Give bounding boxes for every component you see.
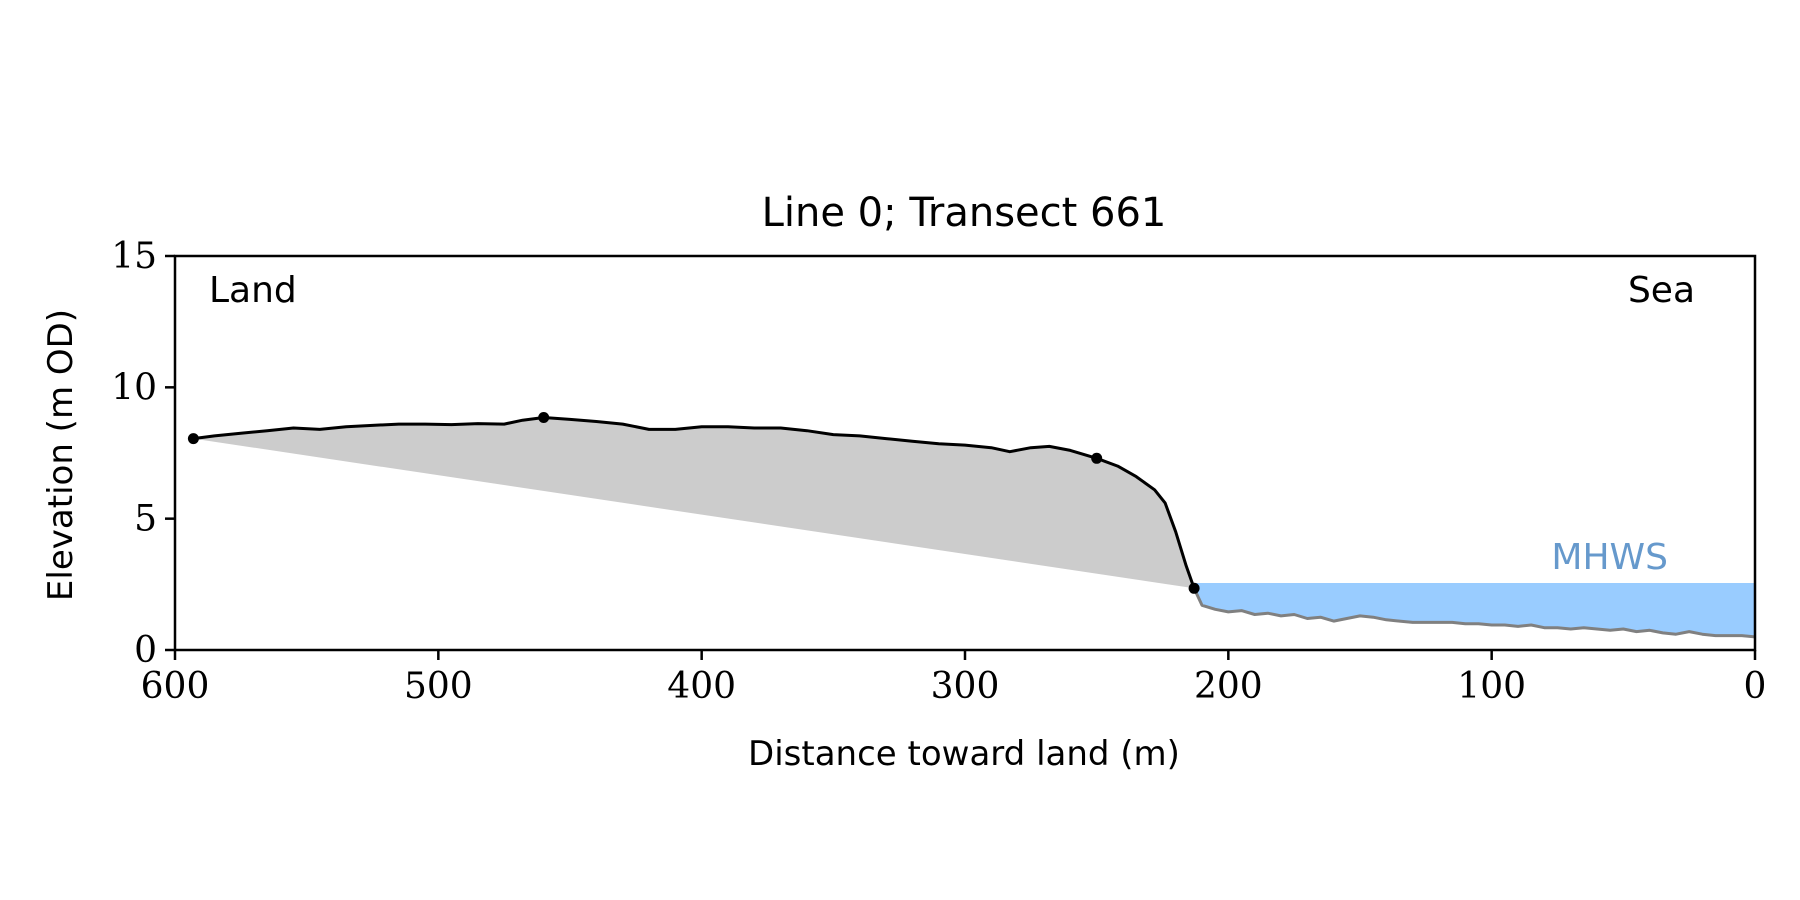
x-tick-label: 200 [1194, 666, 1263, 707]
x-tick-label: 600 [141, 666, 210, 707]
y-axis-label: Elevation (m OD) [41, 309, 81, 601]
plot-area: 600 500 400 300 200 100 0 0 5 10 15 Land Sea MHWS [111, 236, 1766, 707]
profile-marker [1091, 452, 1103, 464]
y-tick-label: 0 [134, 630, 157, 671]
sea-water-area [1194, 583, 1755, 637]
seabed-profile-line [1192, 587, 1756, 639]
y-tick-label: 10 [111, 367, 157, 408]
x-tick-label: 400 [667, 666, 736, 707]
x-axis-label: Distance toward land (m) [748, 734, 1180, 774]
x-tick-label: 100 [1457, 666, 1526, 707]
y-tick-label: 15 [111, 236, 157, 277]
profile-marker [187, 433, 199, 445]
x-tick-label: 300 [931, 666, 1000, 707]
land-annotation: Land [209, 270, 297, 311]
y-tick-label: 5 [134, 499, 157, 540]
x-tick-label: 0 [1744, 666, 1767, 707]
mhws-annotation: MHWS [1551, 537, 1668, 578]
x-tick-label: 500 [404, 666, 473, 707]
profile-marker [538, 412, 550, 423]
chart-title: Line 0; Transect 661 [762, 190, 1167, 236]
land-fill-area [193, 417, 1195, 589]
sea-annotation: Sea [1628, 270, 1695, 311]
profile-marker [1188, 582, 1200, 594]
